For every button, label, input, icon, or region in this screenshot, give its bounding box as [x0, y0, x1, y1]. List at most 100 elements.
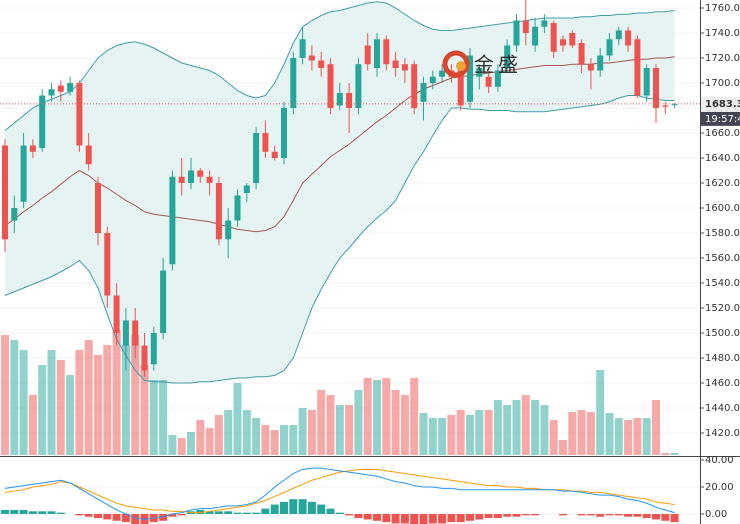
macd-hist	[168, 514, 177, 517]
volume-bar	[540, 405, 549, 455]
last-price-tag	[700, 96, 740, 111]
macd-hist	[38, 511, 47, 515]
volume-bar	[456, 410, 465, 455]
volume-bar	[410, 378, 419, 455]
macd-hist	[456, 514, 465, 523]
candle-body	[178, 176, 185, 183]
candle-body	[513, 20, 520, 46]
candle-body	[346, 93, 353, 108]
macd-hist	[335, 512, 344, 515]
y-tick-label: 1700.0	[705, 78, 740, 89]
macd-hist	[466, 514, 474, 521]
volume-bar	[47, 350, 56, 455]
macd-hist	[419, 514, 428, 524]
volume-bar	[298, 408, 307, 455]
volume-bar	[382, 378, 391, 455]
y-tick-label: 1500.0	[705, 328, 740, 339]
time-tag	[700, 111, 740, 126]
volume-bar	[605, 413, 614, 455]
candle-body	[2, 145, 8, 240]
macd-hist	[484, 514, 493, 519]
macd-hist	[512, 514, 521, 517]
volume-bar	[140, 365, 149, 455]
y-tick-label: 1520.0	[705, 303, 740, 314]
candle-body	[429, 76, 436, 83]
macd-hist	[121, 514, 130, 523]
volume-bar	[187, 432, 195, 455]
macd-hist	[614, 514, 623, 516]
volume-bar	[66, 375, 75, 455]
macd-hist	[10, 509, 19, 515]
macd-hist	[447, 514, 456, 523]
macd-hist	[661, 514, 670, 521]
macd-hist	[196, 509, 205, 515]
macd-hist	[270, 504, 279, 515]
volume-bar	[493, 400, 502, 455]
volume-bar	[94, 355, 102, 455]
candle-body	[85, 145, 92, 165]
candle-body	[48, 89, 55, 96]
macd-hist	[633, 514, 642, 517]
candle-body	[122, 320, 129, 346]
volume-bar	[56, 360, 65, 455]
volume-bar	[224, 410, 233, 455]
candle-body	[308, 55, 315, 61]
macd-hist	[131, 514, 140, 524]
macd-hist	[577, 514, 586, 516]
candle-body	[597, 55, 604, 71]
volume-bar	[233, 383, 242, 455]
y-tick-label: 1420.0	[705, 428, 740, 439]
macd-hist	[112, 514, 121, 521]
candle-body	[113, 295, 120, 333]
macd-hist	[410, 514, 419, 524]
candle-body	[234, 195, 241, 221]
volume-bar	[586, 412, 595, 455]
macd-hist	[19, 509, 28, 515]
candle-body	[485, 76, 492, 87]
candle-body	[76, 83, 83, 146]
macd-hist	[521, 514, 530, 516]
candle-body	[587, 64, 594, 71]
candle-body	[643, 68, 650, 96]
volume-bar	[280, 425, 288, 455]
macd-hist	[345, 514, 354, 516]
volume-bar	[642, 418, 651, 455]
macd-hist	[84, 514, 93, 517]
candle-body	[206, 176, 213, 183]
candle-body	[364, 45, 371, 65]
y-tick-label: 1560.0	[705, 253, 740, 264]
macd-hist	[596, 514, 605, 517]
candle-body	[104, 233, 111, 296]
macd-hist	[317, 504, 326, 515]
candle-body	[625, 30, 632, 46]
volume-bar	[577, 410, 586, 455]
macd-hist	[503, 514, 512, 517]
volume-bar	[121, 345, 130, 455]
volume-bar	[363, 378, 372, 455]
candle-body	[336, 93, 343, 106]
candle-body	[225, 220, 232, 240]
candle-body	[653, 68, 659, 108]
last-price-label: 1683.3	[705, 99, 740, 110]
macd-hist	[326, 508, 335, 515]
volume-bar	[614, 418, 623, 455]
candle-body	[141, 345, 148, 371]
candle-body	[160, 270, 167, 333]
candle-body	[262, 133, 269, 152]
candle-body	[420, 83, 427, 102]
macd-hist	[214, 511, 223, 515]
watermark: 金盛	[474, 53, 522, 77]
volume-bar	[373, 380, 381, 455]
macd-tick-label: 20.00	[705, 482, 734, 493]
candle-body	[150, 333, 157, 365]
candle-body	[215, 183, 222, 240]
candle-body	[671, 104, 678, 106]
candle-body	[132, 320, 139, 346]
macd-hist	[233, 512, 242, 515]
volume-bar	[354, 390, 363, 455]
volume-bar	[475, 410, 484, 455]
candle-body	[355, 64, 362, 108]
volume-bar	[75, 350, 84, 455]
candle-body	[197, 170, 204, 177]
volume-bar	[168, 435, 177, 455]
